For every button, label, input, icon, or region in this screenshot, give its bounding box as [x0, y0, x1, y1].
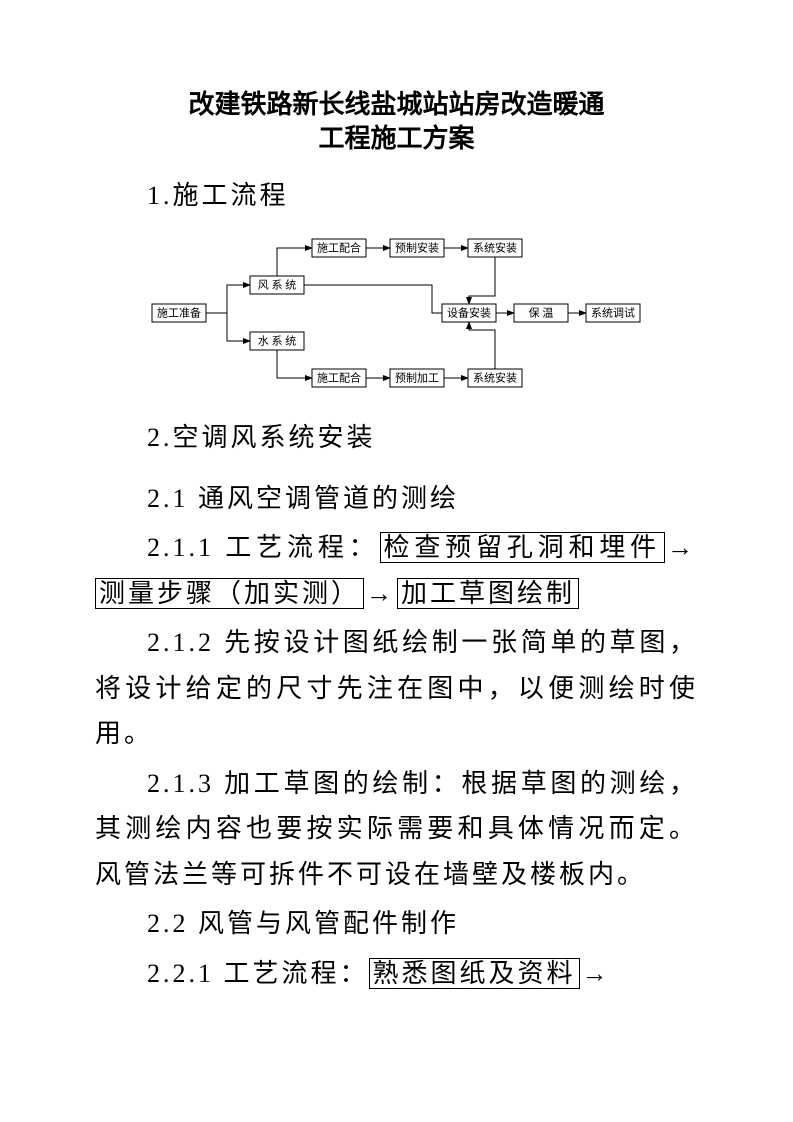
s211-prefix: 2.1.1 工艺流程： [147, 533, 380, 562]
title-line-1: 改建铁路新长线盐城站站房改造暖通 [188, 89, 604, 119]
section-1-heading: 1.施工流程 [95, 174, 698, 218]
process-flowchart: 施工准备风 系 统水 系 统施工配合施工配合预制安装预制加工系统安装系统安装设备… [95, 234, 698, 394]
svg-text:系统调试: 系统调试 [591, 306, 635, 319]
arrow-icon: → [665, 533, 698, 562]
page-title: 改建铁路新长线盐城站站房改造暖通 工程施工方案 [95, 88, 698, 156]
svg-text:预制加工: 预制加工 [395, 371, 439, 384]
svg-text:施工配合: 施工配合 [317, 370, 361, 384]
section-2-1-1: 2.1.1 工艺流程：检查预留孔洞和埋件→测量步骤（加实测）→加工草图绘制 [95, 525, 698, 616]
title-line-2: 工程施工方案 [318, 123, 474, 153]
flowchart-svg: 施工准备风 系 统水 系 统施工配合施工配合预制安装预制加工系统安装系统安装设备… [142, 234, 652, 394]
arrow-icon: → [364, 579, 397, 608]
svg-text:施工配合: 施工配合 [317, 240, 361, 254]
process-box-measure: 测量步骤（加实测） [95, 578, 364, 609]
process-box-review: 熟悉图纸及资料 [369, 958, 580, 989]
section-2-2-1: 2.2.1 工艺流程：熟悉图纸及资料→ [95, 951, 698, 997]
svg-text:保 温: 保 温 [528, 305, 553, 319]
section-2-heading: 2.空调风系统安装 [95, 416, 698, 460]
section-2-2: 2.2 风管与风管配件制作 [95, 901, 698, 947]
process-box-draft: 加工草图绘制 [397, 578, 579, 609]
section-2-1-2: 2.1.2 先按设计图纸绘制一张简单的草图，将设计给定的尺寸先注在图中，以便测绘… [95, 620, 698, 757]
svg-text:风 系 统: 风 系 统 [257, 278, 296, 291]
section-2-1: 2.1 通风空调管道的测绘 [95, 476, 698, 522]
process-box-check: 检查预留孔洞和埋件 [380, 532, 665, 563]
arrow-icon: → [580, 959, 613, 988]
svg-text:系统安装: 系统安装 [473, 370, 517, 384]
svg-text:设备安装: 设备安装 [447, 305, 491, 319]
svg-text:水 系 统: 水 系 统 [257, 334, 296, 347]
svg-text:系统安装: 系统安装 [473, 240, 517, 254]
svg-text:预制安装: 预制安装 [395, 240, 439, 254]
svg-text:施工准备: 施工准备 [157, 305, 201, 319]
s221-prefix: 2.2.1 工艺流程： [147, 959, 369, 988]
document-page: 改建铁路新长线盐城站站房改造暖通 工程施工方案 1.施工流程 施工准备 风 系 统… [0, 0, 793, 1060]
section-2-1-3: 2.1.3 加工草图的绘制：根据草图的测绘，其测绘内容也要按实际需要和具体情况而… [95, 761, 698, 898]
